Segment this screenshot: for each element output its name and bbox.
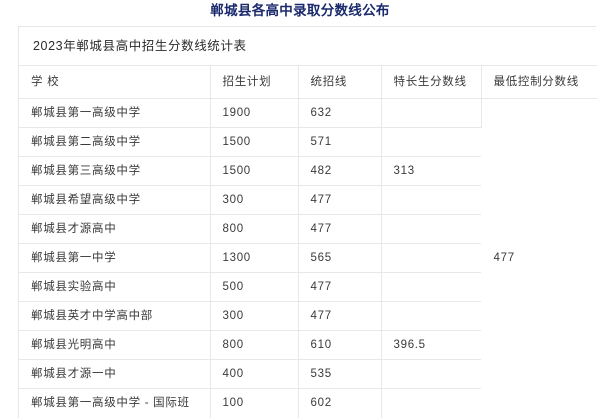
cell-school: 郸城县第一高级中学 - 国际班: [19, 388, 211, 418]
table-row: 郸城县才源高中 800 477: [19, 214, 597, 244]
cell-plan: 1300: [210, 243, 299, 273]
table-caption: 2023年郸城县高中招生分数线统计表: [33, 39, 247, 53]
cell-min-control-merged: 477: [481, 98, 597, 418]
cell-special: 313: [381, 156, 481, 186]
cell-plan: 100: [210, 388, 299, 418]
table-row: 郸城县实验高中 500 477: [19, 272, 597, 302]
table-row: 郸城县光明高中 800 610 396.5: [19, 330, 597, 360]
cell-unified: 535: [298, 359, 382, 389]
cell-unified: 477: [298, 301, 382, 331]
table-row: 郸城县英才中学高中部 300 477: [19, 301, 597, 331]
cell-plan: 800: [210, 214, 299, 244]
cell-unified: 482: [298, 156, 382, 186]
cell-plan: 1500: [210, 156, 299, 186]
column-header-min: 最低控制分数线: [481, 65, 597, 99]
cell-special: [381, 388, 481, 418]
cell-special: [381, 272, 481, 302]
table-row: 郸城县才源一中 400 535: [19, 359, 597, 389]
cell-unified: 610: [298, 330, 382, 360]
column-header-plan: 招生计划: [210, 65, 299, 99]
cell-school: 郸城县才源一中: [19, 359, 211, 389]
cell-plan: 300: [210, 301, 299, 331]
cell-special: [381, 359, 481, 389]
cell-school: 郸城县才源高中: [19, 214, 211, 244]
cell-unified: 571: [298, 127, 382, 157]
cell-school: 郸城县第三高级中学: [19, 156, 211, 186]
cell-special: [381, 127, 481, 157]
column-header-special: 特长生分数线: [381, 65, 482, 99]
cell-school: 郸城县第一中学: [19, 243, 211, 273]
cell-plan: 1500: [210, 127, 299, 157]
table-header: 学 校 招生计划 统招线 特长生分数线 最低控制分数线: [19, 65, 597, 99]
cell-unified: 565: [298, 243, 382, 273]
cell-plan: 400: [210, 359, 299, 389]
column-header-unified: 统招线: [298, 65, 382, 99]
cell-school: 郸城县第一高级中学: [19, 98, 211, 128]
cell-plan: 1900: [210, 98, 299, 128]
cell-school: 郸城县第二高级中学: [19, 127, 211, 157]
page-root: 郸城县各高中录取分数线公布 2023年郸城县高中招生分数线统计表 学 校 招生计…: [18, 3, 597, 418]
cell-unified: 477: [298, 214, 382, 244]
cell-special: [381, 214, 481, 244]
table-row: 郸城县第一高级中学 1900 632 477: [19, 98, 597, 418]
table-row: 郸城县第一中学 1300 565: [19, 243, 597, 273]
cell-special: [381, 185, 481, 215]
cell-unified: 477: [298, 185, 382, 215]
cell-special: [381, 301, 481, 331]
table-row: 郸城县第二高级中学 1500 571: [19, 127, 597, 157]
cell-special: [381, 243, 481, 273]
cell-special: 396.5: [381, 330, 481, 360]
table-row: 郸城县希望高级中学 300 477: [19, 185, 597, 215]
page-title: 郸城县各高中录取分数线公布: [210, 3, 390, 18]
column-header-school: 学 校: [19, 65, 211, 99]
cell-school: 郸城县希望高级中学: [19, 185, 211, 215]
cell-school: 郸城县英才中学高中部: [19, 301, 211, 331]
table-header-row: 学 校 招生计划 统招线 特长生分数线 最低控制分数线: [19, 65, 597, 99]
cell-special: [381, 98, 482, 128]
cell-school: 郸城县光明高中: [19, 330, 211, 360]
cell-unified: 632: [298, 98, 382, 128]
cell-unified: 477: [298, 272, 382, 302]
cell-school: 郸城县实验高中: [19, 272, 211, 302]
cell-plan: 800: [210, 330, 299, 360]
table-body: 郸城县第一高级中学 1900 632 477 郸城县第二高级中学 1500 571 郸城县第三…: [19, 98, 597, 418]
score-table: 学 校 招生计划 统招线 特长生分数线 最低控制分数线 郸城县第一高级中学 190…: [19, 65, 597, 418]
cell-unified: 602: [298, 388, 382, 418]
cell-plan: 500: [210, 272, 299, 302]
score-table-card: 2023年郸城县高中招生分数线统计表 学 校 招生计划 统招线 特长生分数线 最…: [18, 26, 597, 418]
cell-plan: 300: [210, 185, 299, 215]
table-row: 郸城县第三高级中学 1500 482 313: [19, 156, 597, 186]
